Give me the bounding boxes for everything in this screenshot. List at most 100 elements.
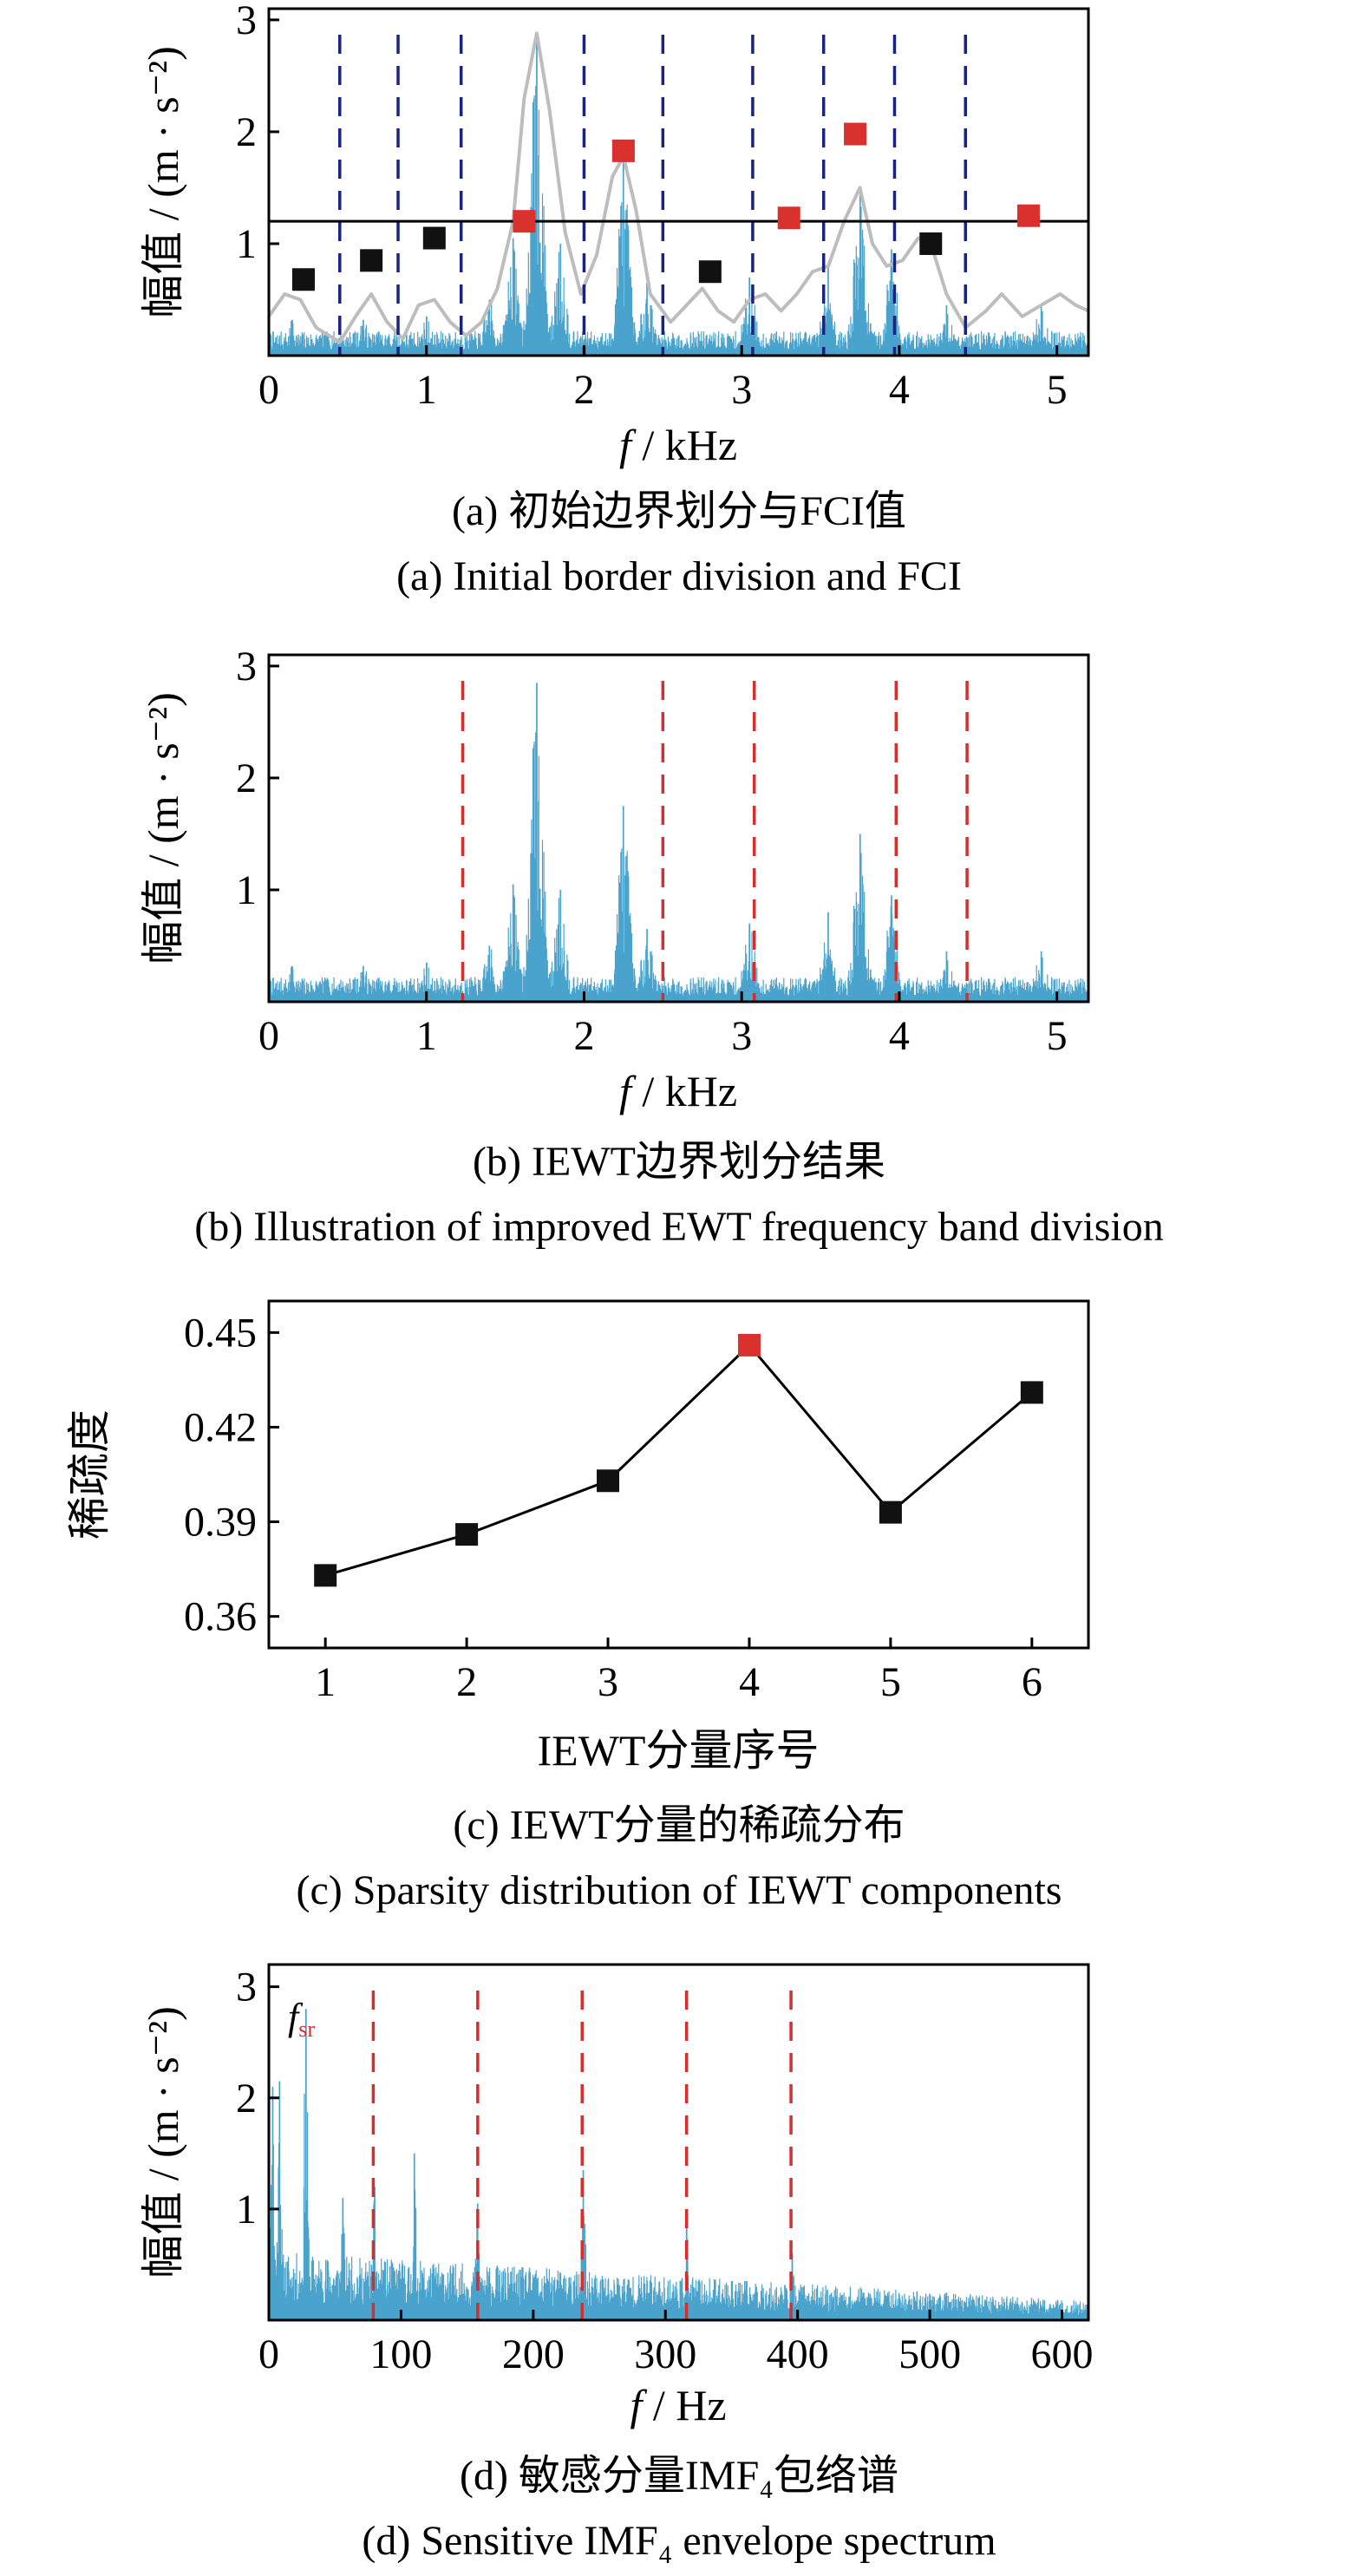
panel-d-frame [267, 1963, 1090, 2322]
x-tick-label: 2 [573, 367, 594, 413]
panel-c-ylabel: 稀疏度 [65, 1409, 114, 1540]
fci-marker [698, 260, 722, 284]
panel-d-caption-cn: (d) 敏感分量IMF₄包络谱 [460, 2453, 898, 2499]
y-tick-label: 3 [236, 1965, 257, 2010]
envelope-line [267, 31, 1089, 344]
fci-marker [919, 232, 943, 255]
y-tick-label: 2 [236, 2076, 257, 2122]
panel-c-xlabel: IEWT分量序号 [538, 1726, 820, 1775]
sparsity-point [314, 1564, 337, 1587]
panel-b-spectrum [268, 683, 1089, 1002]
x-tick-label: 3 [598, 1659, 618, 1705]
x-tick-label: 4 [739, 1659, 760, 1705]
panel-b-boundaries [461, 681, 969, 1002]
y-tick-label: 2 [236, 109, 257, 155]
panel-c-ticks: 1 2 3 4 5 6 0.36 0.39 0.42 0.45 [184, 1310, 1042, 1705]
sparsity-point [1020, 1381, 1043, 1404]
x-tick-label: 3 [731, 1013, 752, 1059]
y-tick-label: 1 [236, 2187, 257, 2233]
y-tick-label: 0.39 [184, 1500, 257, 1546]
panel-a-caption-cn: (a) 初始边界划分与FCI值 [452, 488, 906, 534]
x-tick-label: 1 [315, 1659, 336, 1705]
panel-a-boundaries [338, 35, 967, 356]
fci-marker [291, 268, 315, 291]
sparsity-point-max [737, 1333, 761, 1357]
panel-d-xlabel: f / Hz [630, 2381, 726, 2429]
panel-b: 0 1 2 3 4 5 1 2 3 幅值 / (m · s⁻²) f / kHz (b) IEW… [139, 644, 1164, 1250]
x-tick-label: 5 [880, 1659, 901, 1705]
x-tick-label: 4 [889, 367, 910, 413]
fci-marker-selected [777, 206, 800, 230]
y-tick-label: 3 [236, 644, 257, 690]
x-tick-label: 500 [898, 2331, 961, 2377]
x-tick-label: 200 [502, 2331, 565, 2377]
panel-b-xlabel-unit: / kHz [631, 1067, 737, 1115]
x-tick-label: 5 [1047, 1013, 1068, 1059]
panel-c-frame [267, 1299, 1090, 1650]
panel-b-xlabel: f / kHz [619, 1067, 737, 1115]
fci-marker [360, 249, 383, 272]
panel-d-ylabel: 幅值 / (m · s⁻²) [139, 2006, 187, 2279]
panel-c-line [324, 1343, 1033, 1577]
panel-a: 0 1 2 3 4 5 1 2 3 幅值 / (m · s⁻²) f / kHz (a) 初始边… [139, 0, 1090, 599]
y-tick-label: 0.36 [184, 1594, 257, 1640]
panel-a-xlabel-unit: / kHz [631, 421, 737, 469]
panel-c-caption-en: (c) Sparsity distribution of IEWT compon… [297, 1867, 1062, 1913]
panel-b-caption-en: (b) Illustration of improved EWT frequen… [194, 1204, 1164, 1250]
fci-marker [422, 226, 446, 250]
y-tick-label: 0.42 [184, 1404, 257, 1450]
spectrum-bars [268, 683, 1089, 1002]
x-tick-label: 400 [767, 2331, 829, 2377]
panel-a-envelope [267, 31, 1089, 344]
panel-a-caption-en: (a) Initial border division and FCI [396, 553, 962, 599]
sparsity-point [597, 1469, 620, 1493]
x-tick-label: 5 [1047, 367, 1068, 413]
x-tick-label: 3 [731, 367, 752, 413]
x-tick-label: 0 [258, 367, 279, 413]
panel-b-caption-cn: (b) IEWT边界划分结果 [473, 1139, 885, 1185]
panel-b-ticks: 0 1 2 3 4 5 1 2 3 [236, 644, 1068, 1059]
panel-a-ticks: 0 1 2 3 4 5 1 2 3 [236, 0, 1068, 413]
x-tick-label: 2 [456, 1659, 477, 1705]
fci-marker-selected [611, 139, 635, 162]
x-tick-label: 1 [416, 367, 437, 413]
panel-b-frame [267, 653, 1090, 1004]
panel-a-xlabel: f / kHz [619, 421, 737, 469]
x-tick-label: 0 [258, 2331, 279, 2377]
sparsity-point [455, 1523, 479, 1546]
fci-marker-selected [1016, 204, 1040, 227]
y-tick-label: 3 [236, 0, 257, 43]
x-tick-label: 300 [634, 2331, 696, 2377]
panel-d-annotation: fsr [288, 1996, 315, 2042]
y-tick-label: 0.45 [184, 1310, 257, 1356]
panel-d-xlabel-unit: / Hz [642, 2381, 726, 2429]
x-tick-label: 1 [416, 1013, 437, 1059]
x-tick-label: 0 [258, 1013, 279, 1059]
panel-b-ylabel: 幅值 / (m · s⁻²) [139, 692, 187, 964]
fci-marker-selected [513, 210, 536, 233]
x-tick-label: 600 [1031, 2331, 1094, 2377]
x-tick-label: 100 [369, 2331, 432, 2377]
x-tick-label: 2 [573, 1013, 594, 1059]
fci-marker-selected [844, 122, 867, 146]
y-tick-label: 1 [236, 867, 257, 913]
panel-c: 1 2 3 4 5 6 0.36 0.39 0.42 0.45 稀疏度 IEWT分量序号 (c) … [65, 1299, 1090, 1913]
panel-a-ylabel: 幅值 / (m · s⁻²) [139, 46, 187, 318]
panel-a-frame [267, 7, 1090, 357]
x-tick-label: 4 [889, 1013, 910, 1059]
y-tick-label: 2 [236, 755, 257, 801]
panel-c-caption-cn: (c) IEWT分量的稀疏分布 [453, 1802, 905, 1848]
x-tick-label: 6 [1022, 1659, 1042, 1705]
panel-a-fci-markers [291, 122, 1040, 291]
panel-d-boundaries [371, 1991, 793, 2320]
spectrum-bars [268, 2009, 1089, 2320]
panel-d: 0 100 200 300 400 500 600 1 2 3 fsr 幅值 / (m · s⁻²… [139, 1963, 1094, 2564]
panel-d-annotation-sub: sr [298, 2017, 315, 2042]
y-tick-label: 1 [236, 221, 257, 267]
panel-c-markers [314, 1333, 1043, 1587]
panel-d-caption-en: (d) Sensitive IMF₄ envelope spectrum [362, 2518, 996, 2564]
sparsity-point [879, 1500, 902, 1524]
panel-d-spectrum [268, 2009, 1089, 2320]
panel-d-ticks: 0 100 200 300 400 500 600 1 2 3 [236, 1965, 1094, 2377]
